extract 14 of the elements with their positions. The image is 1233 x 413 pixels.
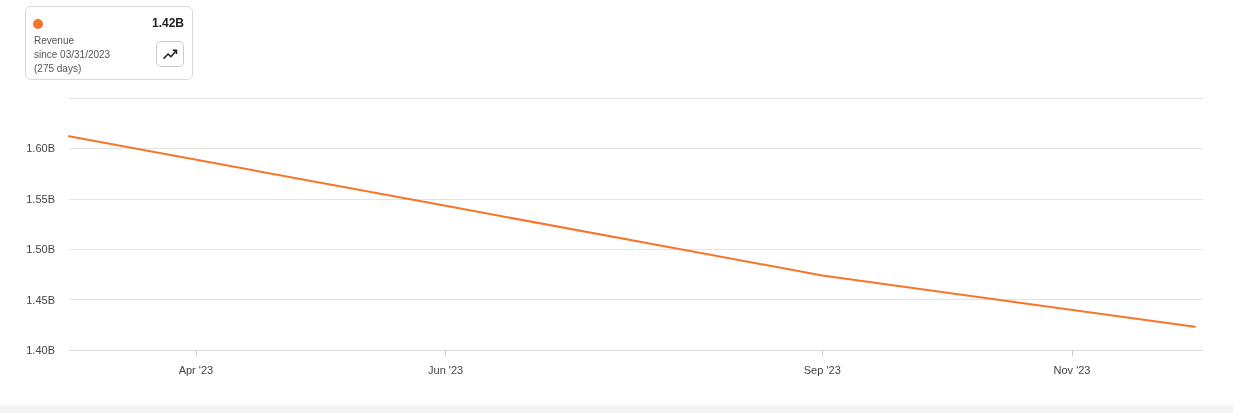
text: (275 days) [34, 62, 83, 76]
x-tick-label: Jun '23 [428, 363, 464, 376]
text: 1.42B [151, 16, 184, 30]
text: since 03/31/2023 [34, 48, 111, 62]
x-tick-label: Nov '23 [1053, 363, 1091, 376]
y-tick-label: 1.50B [26, 243, 55, 256]
y-tick-label: 1.45B [26, 293, 55, 306]
y-tick-label: 1.60B [26, 142, 55, 155]
text: Revenue [34, 34, 76, 48]
x-tick-label: Sep '23 [803, 363, 841, 376]
y-tick-label: 1.55B [26, 192, 55, 205]
line-series [68, 135, 1196, 328]
x-tick-label: Apr '23 [178, 363, 214, 376]
y-tick-label: 1.40B [26, 344, 55, 356]
